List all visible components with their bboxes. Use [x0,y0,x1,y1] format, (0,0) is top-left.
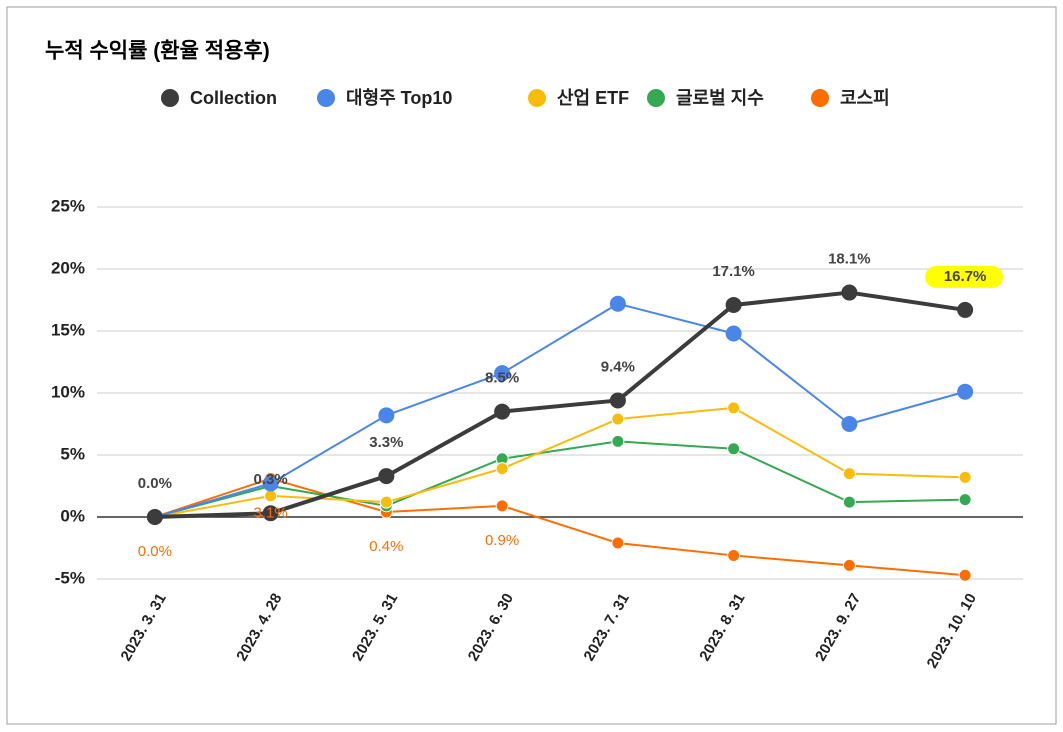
data-point [494,365,511,382]
data-point [727,548,741,562]
y-tick-label: 15% [51,320,85,339]
data-point [611,434,625,448]
y-tick-label: 10% [51,382,85,401]
data-point [262,475,279,492]
y-tick-label: 0% [60,506,85,525]
data-point [842,467,856,481]
data-point [146,509,163,525]
y-tick-label: 20% [51,258,85,277]
y-tick-label: 5% [60,444,85,463]
data-point [727,442,741,456]
y-tick-label: -5% [55,568,85,587]
legend-swatch [528,89,546,107]
frame [6,6,1057,725]
data-label: 0.9% [485,532,519,549]
series-line [154,440,966,518]
data-point [842,558,856,572]
legend-swatch [161,89,179,107]
legend-label: 산업 ETF [557,88,629,108]
data-point [495,462,509,476]
data-label: 0.0% [138,543,172,560]
data-label: 3.1% [254,505,288,522]
data-point [958,568,972,582]
data-point [611,412,625,426]
data-label: 9.4% [601,358,635,375]
chart-title: 누적 수익률 (환율 적용후) [45,39,270,63]
data-point [494,403,511,420]
legend-swatch [647,89,665,107]
data-label: 8.5% [485,370,519,387]
data-point [611,536,625,550]
data-label: 0.0% [138,475,172,492]
legend-label: 글로벌 지수 [676,88,764,108]
data-point [958,470,972,484]
data-point [495,499,509,513]
legend-label: 코스피 [840,88,890,108]
data-point [727,401,741,415]
data-point [725,296,742,313]
data-point [262,505,279,522]
legend-label: 대형주 Top10 [346,88,452,108]
data-point [842,495,856,509]
series-line [154,406,966,518]
legend-swatch [811,89,829,107]
data-label: 0.4% [369,538,403,555]
data-label: 17.1% [712,263,755,280]
data-point [841,284,858,301]
data-point [378,468,395,485]
data-point [841,416,858,432]
label-highlight [925,265,1004,288]
y-tick-label: 25% [51,196,85,215]
series-line [154,477,966,577]
legend-label: Collection [190,88,277,108]
data-label: 18.1% [828,251,871,268]
data-point [609,295,626,312]
data-point [378,407,395,424]
data-point [725,325,742,342]
series-line [154,290,966,519]
legend-swatch [317,89,335,107]
data-point [609,392,626,409]
data-point [264,489,278,503]
data-point [958,493,972,507]
data-point [379,495,393,509]
data-point [957,301,974,318]
data-label: 3.3% [369,434,403,451]
data-label: 0.3% [254,471,288,488]
data-point [957,383,974,400]
data-label: 16.7% [944,268,987,285]
series-line [154,302,966,518]
